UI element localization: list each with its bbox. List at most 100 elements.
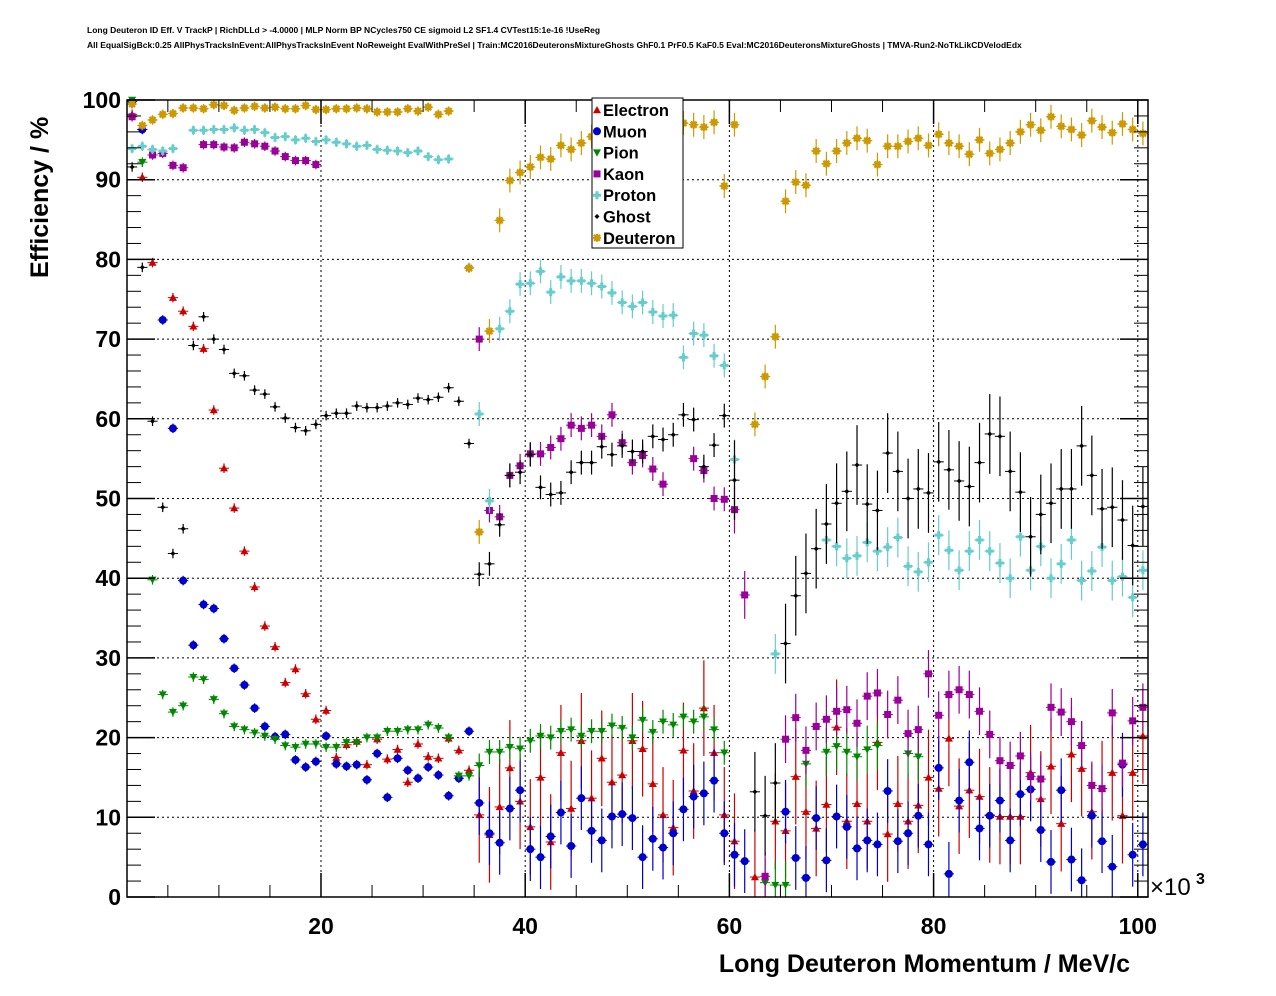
data-point-proton bbox=[689, 329, 698, 338]
data-point-deuteron bbox=[546, 154, 555, 163]
data-point-deuteron bbox=[812, 147, 821, 156]
data-point-pion bbox=[383, 728, 392, 736]
data-point-electron bbox=[465, 766, 474, 774]
x-tick-label: 60 bbox=[717, 913, 743, 939]
data-point-deuteron bbox=[995, 145, 1004, 154]
data-point-muon bbox=[1006, 836, 1015, 845]
data-point-kaon bbox=[935, 711, 943, 719]
data-point-electron bbox=[291, 665, 300, 673]
data-point-ghost bbox=[548, 492, 554, 498]
data-point-muon bbox=[853, 844, 862, 853]
data-point-muon bbox=[189, 641, 198, 650]
data-point-ghost bbox=[844, 488, 850, 494]
data-point-electron bbox=[536, 773, 545, 781]
data-point-proton bbox=[577, 276, 586, 285]
data-point-kaon bbox=[782, 735, 790, 743]
data-point-muon bbox=[638, 853, 647, 862]
data-point-kaon bbox=[577, 424, 585, 432]
data-point-proton bbox=[955, 566, 964, 575]
data-point-deuteron bbox=[536, 153, 545, 162]
data-point-proton bbox=[1118, 572, 1127, 581]
data-point-ghost bbox=[680, 412, 686, 418]
data-point-pion bbox=[607, 722, 616, 730]
data-point-pion bbox=[505, 743, 514, 752]
data-point-electron bbox=[822, 800, 831, 808]
data-point-kaon bbox=[557, 435, 565, 443]
data-point-proton bbox=[587, 279, 596, 288]
data-point-muon bbox=[322, 732, 331, 741]
data-point-ghost bbox=[977, 460, 983, 466]
data-point-pion bbox=[771, 881, 780, 890]
legend-marker-proton bbox=[593, 191, 601, 200]
data-point-muon bbox=[373, 749, 382, 758]
legend-item-muon: Muon bbox=[593, 123, 647, 141]
data-point-pion bbox=[219, 710, 228, 718]
data-point-kaon bbox=[802, 746, 810, 754]
data-point-pion bbox=[669, 721, 678, 729]
data-point-ghost bbox=[150, 418, 156, 424]
data-point-kaon bbox=[1016, 752, 1024, 760]
data-point-proton bbox=[699, 331, 708, 340]
data-point-ghost bbox=[1089, 472, 1095, 478]
data-point-pion bbox=[781, 881, 790, 890]
data-point-muon bbox=[536, 853, 545, 862]
data-point-ghost bbox=[201, 314, 207, 320]
data-point-muon bbox=[168, 424, 177, 433]
data-point-muon bbox=[597, 836, 606, 845]
data-point-pion bbox=[546, 734, 555, 742]
data-point-proton bbox=[638, 298, 647, 307]
data-point-kaon bbox=[1006, 761, 1014, 769]
data-point-electron bbox=[801, 807, 810, 815]
data-point-kaon bbox=[240, 138, 248, 146]
data-point-ghost bbox=[333, 410, 339, 416]
data-point-pion bbox=[597, 728, 606, 736]
data-point-deuteron bbox=[322, 105, 331, 114]
data-point-kaon bbox=[281, 153, 289, 161]
data-point-ghost bbox=[885, 450, 891, 456]
data-point-pion bbox=[465, 772, 474, 780]
data-point-kaon bbox=[220, 143, 228, 151]
data-point-muon bbox=[301, 763, 310, 772]
legend-marker-electron bbox=[593, 106, 601, 114]
data-point-electron bbox=[240, 547, 249, 555]
data-point-ghost bbox=[364, 405, 370, 411]
data-point-electron bbox=[1057, 819, 1066, 827]
data-point-deuteron bbox=[1077, 131, 1086, 140]
data-point-ghost bbox=[956, 478, 962, 484]
data-point-muon bbox=[260, 722, 269, 731]
data-point-proton bbox=[628, 302, 637, 311]
data-point-proton bbox=[281, 132, 290, 141]
legend-label: Proton bbox=[603, 187, 656, 205]
data-point-deuteron bbox=[955, 142, 964, 151]
data-point-muon bbox=[1138, 840, 1147, 849]
data-point-proton bbox=[1006, 574, 1015, 583]
data-point-kaon bbox=[720, 495, 728, 503]
data-point-electron bbox=[495, 802, 504, 811]
data-point-proton bbox=[720, 361, 729, 370]
data-point-ghost bbox=[262, 391, 268, 397]
data-point-muon bbox=[1036, 826, 1045, 835]
legend-box bbox=[591, 97, 684, 249]
data-point-pion bbox=[250, 729, 259, 737]
data-point-electron bbox=[791, 772, 800, 780]
data-point-proton bbox=[424, 152, 433, 161]
data-point-kaon bbox=[863, 692, 871, 700]
data-point-muon bbox=[250, 704, 259, 713]
data-point-proton bbox=[648, 308, 657, 317]
data-point-muon bbox=[577, 794, 586, 803]
data-point-proton bbox=[128, 144, 137, 153]
data-point-proton bbox=[301, 134, 310, 143]
data-point-kaon bbox=[853, 719, 861, 727]
data-point-ghost bbox=[823, 521, 829, 527]
data-point-proton bbox=[914, 567, 923, 576]
data-point-ghost bbox=[854, 462, 860, 468]
data-point-ghost bbox=[180, 526, 186, 532]
data-point-ghost bbox=[344, 410, 350, 416]
data-point-muon bbox=[444, 791, 453, 800]
data-point-deuteron bbox=[944, 139, 953, 148]
data-point-ghost bbox=[313, 421, 319, 427]
data-point-kaon bbox=[312, 161, 320, 169]
data-point-ghost bbox=[497, 522, 503, 528]
data-point-ghost bbox=[272, 404, 278, 410]
data-point-proton bbox=[230, 123, 239, 132]
